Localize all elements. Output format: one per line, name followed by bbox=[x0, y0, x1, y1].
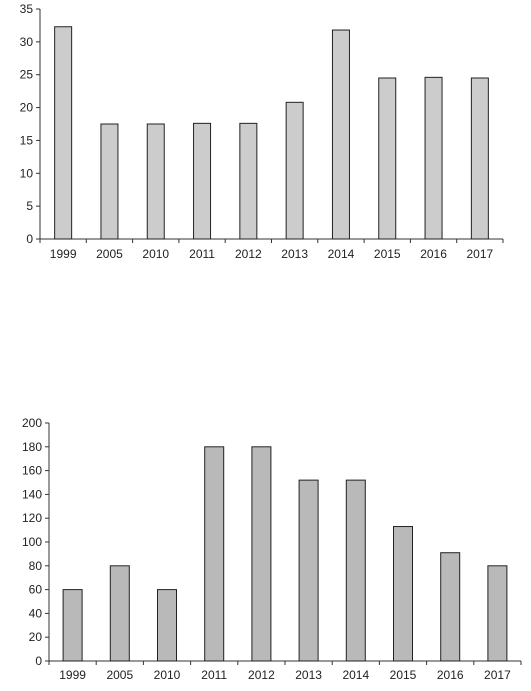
y-tick-label: 5 bbox=[26, 199, 33, 213]
y-tick-label: 30 bbox=[20, 35, 34, 49]
bar-2016 bbox=[440, 552, 461, 662]
x-tick-label: 1999 bbox=[59, 668, 86, 682]
chart-bottom: 0 20 40 60 80 100 120 140 160 180 200 1999 2005 2010 2… bbox=[22, 416, 522, 682]
y-tick-label: 100 bbox=[22, 535, 42, 549]
bar-2010 bbox=[146, 123, 165, 240]
y-tick-label: 160 bbox=[22, 464, 42, 478]
x-tick-label: 2011 bbox=[201, 668, 227, 682]
bar-2011 bbox=[193, 122, 212, 240]
y-tick-label: 120 bbox=[22, 511, 42, 525]
x-tick-label: 2010 bbox=[142, 247, 169, 261]
y-tick-label: 200 bbox=[22, 416, 42, 430]
bar-2011 bbox=[204, 446, 225, 662]
bar-2017 bbox=[487, 565, 508, 662]
y-tick-label: 60 bbox=[29, 583, 43, 597]
y-tick-label: 0 bbox=[26, 232, 33, 246]
bar-2005 bbox=[109, 565, 130, 662]
x-tick-label: 2015 bbox=[374, 247, 401, 261]
x-tick-label: 2012 bbox=[248, 668, 275, 682]
bar-2014 bbox=[345, 479, 366, 662]
bar-2012 bbox=[251, 446, 272, 662]
x-tick-label: 2014 bbox=[342, 668, 369, 682]
x-tick-label: 2005 bbox=[106, 668, 133, 682]
y-tick-label: 80 bbox=[29, 559, 43, 573]
x-tick-label: 2016 bbox=[437, 668, 464, 682]
bar-1999 bbox=[54, 26, 73, 240]
y-tick-label: 180 bbox=[22, 440, 42, 454]
x-tick-label: 2017 bbox=[466, 247, 493, 261]
x-tick-label: 2013 bbox=[295, 668, 322, 682]
y-tick-label: 35 bbox=[20, 2, 34, 16]
bar-2014 bbox=[331, 29, 350, 240]
y-tick-label: 20 bbox=[29, 630, 43, 644]
x-tick-label: 2011 bbox=[189, 247, 215, 261]
bar-2013 bbox=[298, 479, 319, 662]
y-tick-label: 20 bbox=[20, 101, 34, 115]
y-tick-label: 15 bbox=[20, 133, 34, 147]
bar-2012 bbox=[239, 122, 258, 240]
y-tick-label: 40 bbox=[29, 606, 43, 620]
x-tick-label: 2013 bbox=[281, 247, 308, 261]
x-tick-label: 2012 bbox=[235, 247, 262, 261]
bar-2005 bbox=[100, 123, 119, 240]
y-tick-label: 25 bbox=[20, 68, 34, 82]
y-tick-label: 140 bbox=[22, 487, 42, 501]
x-tick-label: 2010 bbox=[154, 668, 181, 682]
bar-2013 bbox=[285, 101, 304, 240]
x-tick-label: 2014 bbox=[328, 247, 355, 261]
bar-2015 bbox=[393, 526, 413, 662]
y-tick-label: 0 bbox=[35, 654, 42, 668]
bar-2015 bbox=[378, 77, 397, 240]
y-tick-label: 10 bbox=[20, 166, 34, 180]
chart-top: 0 5 10 15 20 25 30 35 1999 2005 2010 2011 2012 2013 20… bbox=[20, 2, 504, 261]
bar-2016 bbox=[424, 76, 443, 240]
bar-2017 bbox=[470, 77, 489, 240]
bar-2010 bbox=[157, 589, 177, 662]
x-tick-label: 2005 bbox=[96, 247, 123, 261]
bar-1999 bbox=[62, 589, 83, 662]
x-tick-label: 2016 bbox=[420, 247, 447, 261]
x-tick-label: 2017 bbox=[484, 668, 511, 682]
x-tick-label: 2015 bbox=[390, 668, 417, 682]
x-tick-label: 1999 bbox=[50, 247, 77, 261]
